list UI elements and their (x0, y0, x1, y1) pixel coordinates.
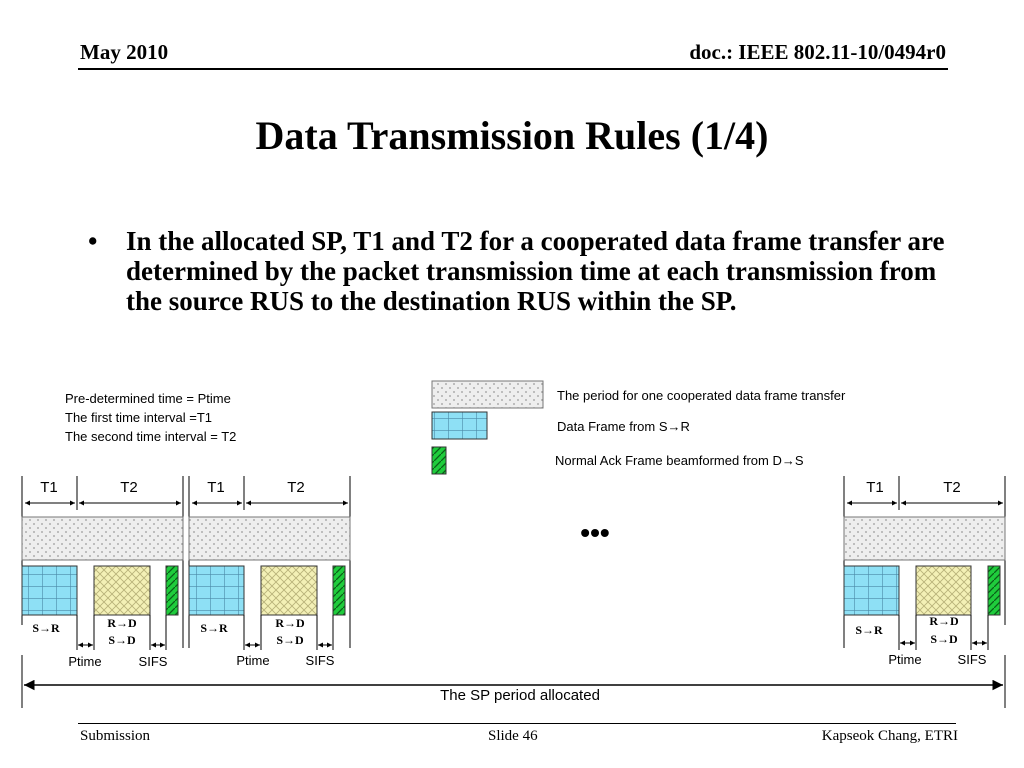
group-3-sifs-label: SIFS (958, 652, 987, 667)
group-2-sifs-label: SIFS (306, 653, 335, 668)
group-2-data-frame (188, 565, 245, 616)
group-1-sd-label: S→D (108, 633, 136, 647)
footer-author: Kapseok Chang, ETRI (821, 728, 958, 744)
group-2-period-block (188, 516, 351, 561)
transfer-group-3: T1 T2 S→R R→D S→D Ptime SIFS (843, 476, 1006, 667)
legend-ack-swatch (431, 446, 447, 475)
group-3-t2-label: T2 (943, 479, 961, 496)
group-3-period-block (843, 516, 1006, 561)
group-1-period-block (21, 516, 184, 561)
group-2-t1-label: T1 (207, 479, 225, 496)
group-3-sr-label: S→R (855, 623, 883, 637)
legend-period-label: The period for one cooperated data frame… (557, 388, 846, 403)
footer-submission: Submission (80, 728, 151, 744)
ellipsis: ••• (580, 517, 609, 548)
group-2-sr-label: S→R (200, 621, 228, 635)
group-1-t2-label: T2 (120, 479, 138, 496)
group-2-ack-frame (332, 565, 346, 616)
group-3-relay-frame (915, 565, 972, 616)
legend-data-swatch (431, 411, 488, 440)
transfer-group-2: T1 T2 S→R R→D S→D Ptime SIFS (188, 476, 351, 668)
group-3-sd-label: S→D (930, 632, 958, 646)
group-1-ptime-label: Ptime (68, 654, 101, 669)
group-2-t2-label: T2 (287, 479, 305, 496)
slide-title: Data Transmission Rules (1/4) (255, 113, 769, 158)
group-1-data-frame (21, 565, 78, 616)
definition-t1: The first time interval =T1 (65, 410, 212, 425)
legend-data-label: Data Frame from S→R (557, 419, 690, 434)
group-1-ack-frame (165, 565, 179, 616)
group-3-ptime-label: Ptime (888, 652, 921, 667)
header-date: May 2010 (80, 40, 169, 64)
sp-timing-diagram: Pre-determined time = Ptime The first ti… (21, 380, 1006, 708)
legend-period-swatch (431, 380, 544, 409)
bullet-text: In the allocated SP, T1 and T2 for a coo… (126, 226, 945, 316)
transfer-group-1: T1 T2 S→R R→D S→D Ptime SIFS (21, 476, 184, 669)
group-2-ptime-label: Ptime (236, 653, 269, 668)
group-3-rd-label: R→D (929, 614, 959, 628)
group-2-sd-label: S→D (276, 633, 304, 647)
footer-divider (78, 723, 956, 724)
footer-slide-number: Slide 46 (488, 728, 538, 744)
legend-ack-label: Normal Ack Frame beamformed from D→S (555, 453, 804, 468)
group-3-t1-label: T1 (866, 479, 884, 496)
definition-t2: The second time interval = T2 (65, 429, 236, 444)
group-3-ack-frame (987, 565, 1001, 616)
group-1-sr-label: S→R (32, 621, 60, 635)
header-divider (78, 68, 948, 70)
group-1-relay-frame (93, 565, 151, 616)
definition-ptime: Pre-determined time = Ptime (65, 391, 231, 406)
group-1-t1-label: T1 (40, 479, 58, 496)
group-2-relay-frame (260, 565, 318, 616)
bullet-marker: • (88, 226, 98, 256)
sp-period-label: The SP period allocated (440, 687, 600, 704)
group-1-sifs-label: SIFS (139, 654, 168, 669)
header-doc-id: doc.: IEEE 802.11-10/0494r0 (689, 40, 946, 64)
group-1-rd-label: R→D (107, 616, 137, 630)
group-3-data-frame (843, 565, 900, 616)
group-2-rd-label: R→D (275, 616, 305, 630)
